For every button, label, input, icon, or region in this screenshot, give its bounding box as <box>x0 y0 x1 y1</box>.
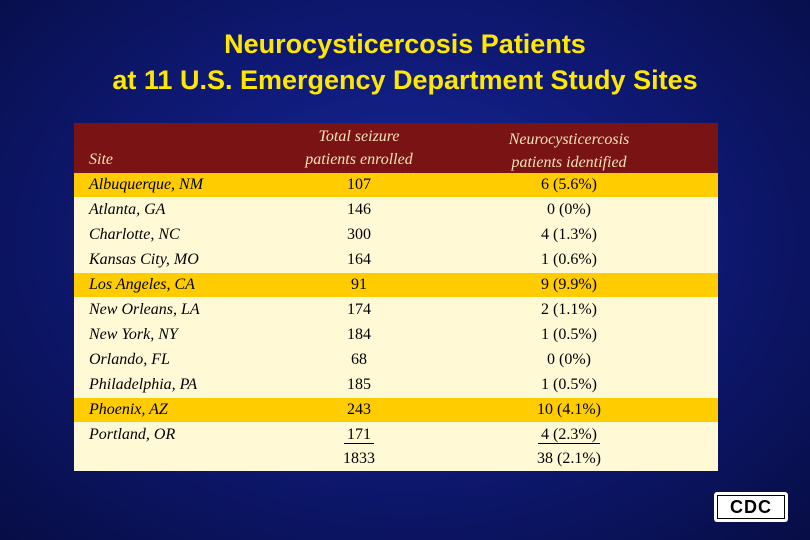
total-cell: 185 <box>347 376 371 393</box>
table-row: Atlanta, GA 146 0 (0%) <box>74 198 718 222</box>
table-row: Portland, OR 171 4 (2.3%) <box>74 423 718 447</box>
header-neurocysticercosis: Neurocysticercosis patients identified <box>484 128 654 174</box>
cdc-logo: CDC <box>714 492 788 522</box>
total-cell: 91 <box>351 276 367 293</box>
header-total-seizure: Total seizure patients enrolled <box>274 125 444 171</box>
neuro-cell: 1 (0.6%) <box>541 251 597 268</box>
neuro-cell: 4 (1.3%) <box>541 226 597 243</box>
neuro-cell: 10 (4.1%) <box>537 401 601 418</box>
neuro-cell: 2 (1.1%) <box>541 301 597 318</box>
total-cell: 146 <box>347 201 371 218</box>
total-cell: 174 <box>347 301 371 318</box>
total-cell-underlined: 171 <box>344 426 374 444</box>
site-cell: Phoenix, AZ <box>89 401 168 418</box>
header-total-line-1: Total seizure <box>318 128 400 145</box>
neuro-cell: 0 (0%) <box>547 351 591 368</box>
table-row: Phoenix, AZ 243 10 (4.1%) <box>74 398 718 422</box>
site-cell: New Orleans, LA <box>89 301 200 318</box>
total-cell: 300 <box>347 226 371 243</box>
neuro-cell: 1 (0.5%) <box>541 326 597 343</box>
totals-row: 1833 38 (2.1%) <box>74 447 718 471</box>
total-cell: 171 <box>274 423 444 447</box>
table-row: Los Angeles, CA 91 9 (9.9%) <box>74 273 718 297</box>
neuro-cell: 4 (2.3%) <box>484 423 654 447</box>
header-total-line-2: patients enrolled <box>305 151 413 168</box>
table-row: Philadelphia, PA 185 1 (0.5%) <box>74 373 718 397</box>
site-cell: Orlando, FL <box>89 351 170 368</box>
site-cell: Albuquerque, NM <box>89 176 204 193</box>
table-row: Charlotte, NC 300 4 (1.3%) <box>74 223 718 247</box>
table-row: Albuquerque, NM 107 6 (5.6%) <box>74 173 718 197</box>
sites-table: Site Total seizure patients enrolled Neu… <box>74 123 718 471</box>
header-neuro-line-2: patients identified <box>511 154 627 171</box>
site-cell: Charlotte, NC <box>89 226 180 243</box>
cdc-logo-text: CDC <box>717 495 785 519</box>
neuro-cell: 9 (9.9%) <box>541 276 597 293</box>
site-cell: New York, NY <box>89 326 178 343</box>
neuro-total-cell: 38 (2.1%) <box>537 450 601 467</box>
slide-title: Neurocysticercosis Patients at 11 U.S. E… <box>0 26 810 98</box>
title-line-2: at 11 U.S. Emergency Department Study Si… <box>112 65 698 95</box>
site-cell: Los Angeles, CA <box>89 276 195 293</box>
total-cell: 164 <box>347 251 371 268</box>
site-cell: Philadelphia, PA <box>89 376 198 393</box>
table-row: Orlando, FL 68 0 (0%) <box>74 348 718 372</box>
neuro-cell: 1 (0.5%) <box>541 376 597 393</box>
neuro-cell: 6 (5.6%) <box>541 176 597 193</box>
table-row: New Orleans, LA 174 2 (1.1%) <box>74 298 718 322</box>
header-neuro-line-1: Neurocysticercosis <box>508 131 630 148</box>
site-cell: Kansas City, MO <box>89 251 199 268</box>
header-site: Site <box>89 151 113 168</box>
grand-total-cell: 1833 <box>343 450 375 467</box>
total-cell: 68 <box>351 351 367 368</box>
neuro-cell-underlined: 4 (2.3%) <box>538 426 600 444</box>
total-cell: 107 <box>347 176 371 193</box>
total-cell: 243 <box>347 401 371 418</box>
site-cell: Portland, OR <box>89 426 176 443</box>
table-header: Site Total seizure patients enrolled Neu… <box>74 123 718 173</box>
neuro-cell: 0 (0%) <box>547 201 591 218</box>
site-cell: Atlanta, GA <box>89 201 166 218</box>
table-row: Kansas City, MO 164 1 (0.6%) <box>74 248 718 272</box>
title-line-1: Neurocysticercosis Patients <box>224 29 586 59</box>
total-cell: 184 <box>347 326 371 343</box>
table-row: New York, NY 184 1 (0.5%) <box>74 323 718 347</box>
